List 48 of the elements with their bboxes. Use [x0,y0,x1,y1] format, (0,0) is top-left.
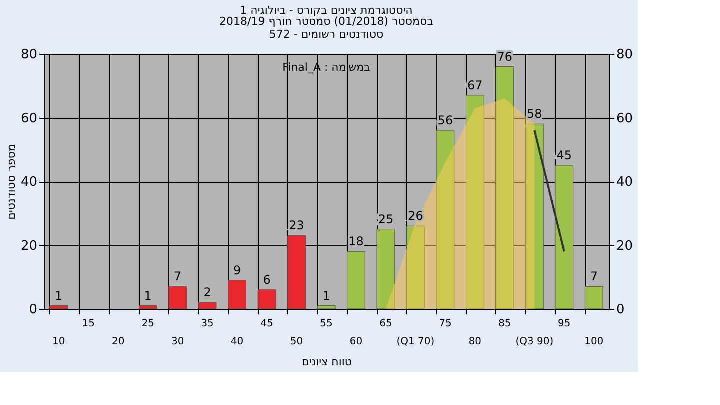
x-tick-label: (Q1 70) [396,336,435,348]
x-tick-label: 50 [290,336,304,348]
x-tick-label: 30 [171,336,184,348]
y2-tick-label: 20 [616,238,634,254]
y-tick-label: 0 [29,302,38,318]
x-tick-label: (Q3 90) [516,336,554,348]
x-tick-label: 10 [52,336,66,348]
y-tick-label: 20 [20,238,38,254]
x-tick-label: 85 [498,318,512,330]
data-label: 2 [204,286,212,300]
data-label: 7 [174,270,182,284]
data-label: 58 [527,107,542,122]
x-axis-title: טווח ציונים [302,356,352,368]
data-label: 67 [468,78,483,92]
y-tick-label: 80 [20,48,38,62]
x-tick-label: 40 [230,336,244,348]
chart-title: היסטוגרמת ציונים בקורס - ביולוגיה 1 [240,4,413,17]
data-label: 1 [55,288,63,303]
x-tick-label: 95 [558,318,571,330]
data-label: 26 [408,209,424,224]
data-label: 1 [322,288,330,303]
x-tick-label: 20 [112,336,125,348]
data-label: 7 [590,270,598,284]
data-label: 45 [556,148,572,163]
data-label: 25 [378,212,394,226]
text: סטודנטים רשומים - 572 [269,28,384,41]
y-tick-label: 40 [20,175,38,190]
x-tick-label: 55 [320,318,333,330]
x-tick-label: 45 [260,318,274,330]
y2-tick-label: 0 [616,302,625,318]
x-tick-label: 80 [468,336,482,348]
x-tick-label: 35 [201,318,214,330]
data-label: 1 [144,288,152,303]
x-tick-label: 75 [439,318,452,330]
x-tick-label: 25 [142,318,154,330]
x-tick-label: 15 [82,318,95,330]
y2-tick-label: 80 [616,48,634,62]
text: בסמסטר (01/2018) סמסטר חורף 2018/19 [220,15,434,28]
x-tick-label: 60 [350,336,363,348]
data-label: 9 [233,263,242,278]
y2-tick-label: 40 [616,175,634,190]
data-label: 23 [289,218,304,233]
y2-tick-label: 60 [616,111,634,126]
y-axis-title: מספר סטודנטים [4,144,18,220]
x-tick-label: 65 [380,318,392,330]
x-tick-label: 100 [584,336,604,348]
data-label: 6 [263,272,271,287]
y-tick-label: 60 [20,111,38,126]
